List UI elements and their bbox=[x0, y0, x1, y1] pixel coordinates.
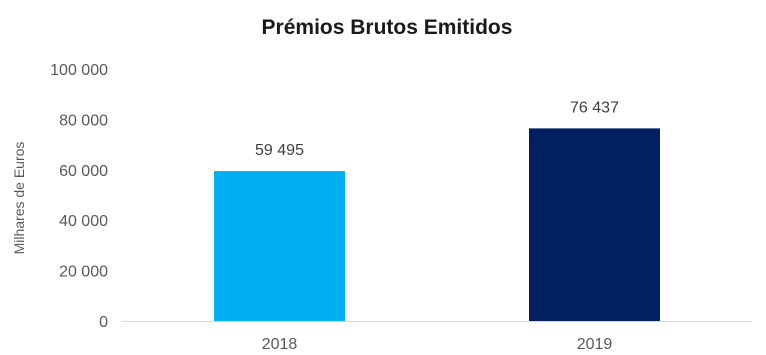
y-tick-label: 40 000 bbox=[59, 213, 108, 230]
data-label-2018: 59 495 bbox=[255, 142, 304, 159]
y-tick-label: 60 000 bbox=[59, 163, 108, 180]
x-tick-label-2019: 2019 bbox=[577, 336, 613, 353]
data-labels: 59 495 76 437 bbox=[255, 99, 619, 159]
data-label-2019: 76 437 bbox=[570, 99, 619, 116]
bar-2019 bbox=[529, 128, 660, 321]
x-tick-label-2018: 2018 bbox=[262, 336, 298, 353]
y-tick-label: 20 000 bbox=[59, 264, 108, 281]
y-tick-label: 80 000 bbox=[59, 112, 108, 129]
y-axis-title: Milhares de Euros bbox=[11, 142, 27, 255]
bar-2018 bbox=[214, 171, 345, 321]
chart-title: Prémios Brutos Emitidos bbox=[262, 16, 513, 39]
x-axis-ticks: 2018 2019 bbox=[262, 336, 613, 353]
y-tick-label: 100 000 bbox=[50, 62, 108, 79]
y-tick-label: 0 bbox=[99, 314, 108, 331]
bars bbox=[214, 128, 660, 321]
y-axis-ticks: 0 20 000 40 000 60 000 80 000 100 000 bbox=[50, 62, 108, 331]
